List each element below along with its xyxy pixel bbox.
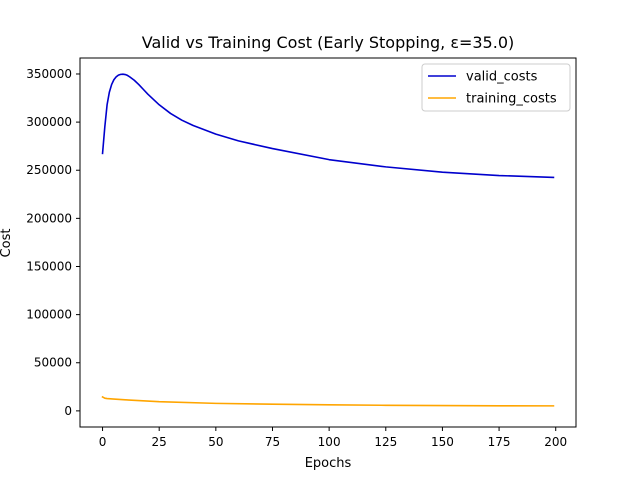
- series-line-valid_costs: [101, 73, 555, 179]
- y-tick-label: 350000: [26, 67, 72, 81]
- y-axis-ticks: 0 50000 100000 150000 200000 250000 300000 3500…: [26, 67, 80, 418]
- x-axis-ticks: 0 25 50 75 100 125 150 175 200: [99, 427, 567, 449]
- x-tick-label: 75: [265, 435, 280, 449]
- x-axis-label: Epochs: [305, 456, 352, 471]
- x-tick-label: 25: [152, 435, 167, 449]
- legend: valid_costs training_costs: [421, 63, 571, 112]
- x-tick-label: 100: [318, 435, 341, 449]
- plot-series: [101, 73, 555, 407]
- legend-box: [421, 63, 571, 112]
- y-tick-label: 200000: [26, 211, 72, 225]
- x-tick-label: 125: [374, 435, 397, 449]
- y-tick-label: 100000: [26, 308, 72, 322]
- x-tick-label: 175: [488, 435, 511, 449]
- y-tick-label: 250000: [26, 163, 72, 177]
- x-tick-label: 200: [544, 435, 567, 449]
- y-tick-label: 150000: [26, 259, 72, 273]
- x-tick-label: 150: [431, 435, 454, 449]
- x-tick-label: 0: [99, 435, 107, 449]
- series-line-training_costs: [101, 395, 555, 407]
- y-axis-label: Cost: [0, 229, 14, 258]
- legend-label-training_costs: training_costs: [466, 92, 557, 107]
- y-tick-label: 300000: [26, 115, 72, 129]
- chart-title: Valid vs Training Cost (Early Stopping, …: [142, 33, 515, 52]
- legend-label-valid_costs: valid_costs: [466, 70, 538, 85]
- y-tick-label: 50000: [34, 356, 72, 370]
- x-tick-label: 50: [208, 435, 223, 449]
- plot-frame: [79, 57, 577, 428]
- y-tick-label: 0: [64, 404, 72, 418]
